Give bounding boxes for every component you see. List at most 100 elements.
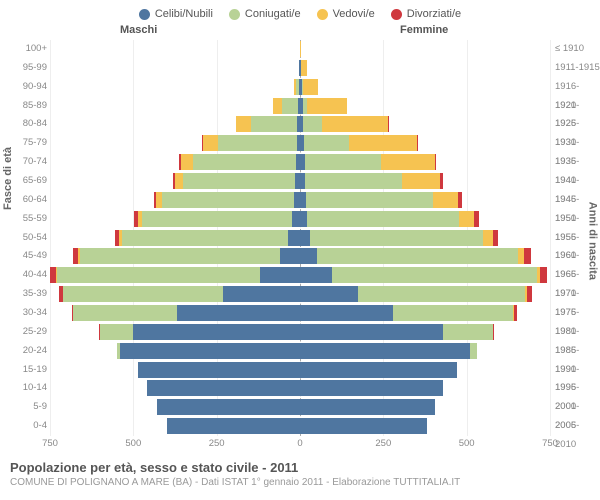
female-bar <box>300 116 389 132</box>
legend-item: Divorziati/e <box>391 8 461 20</box>
birth-label: 1931-1935 <box>555 134 600 153</box>
bar-segment <box>300 362 457 378</box>
age-label: 10-14 <box>2 379 47 398</box>
bar-segment <box>181 154 193 170</box>
birth-label: 1961-1965 <box>555 247 600 266</box>
bar-segment <box>435 154 437 170</box>
age-row <box>50 323 550 342</box>
age-label: 25-29 <box>2 323 47 342</box>
male-bar <box>157 399 300 415</box>
bar-segment <box>310 230 483 246</box>
age-label: 40-44 <box>2 266 47 285</box>
birth-label: 1911-1915 <box>555 59 600 78</box>
age-row <box>50 97 550 116</box>
age-label: 35-39 <box>2 285 47 304</box>
bar-segment <box>300 41 301 57</box>
female-bar <box>300 79 318 95</box>
bar-segment <box>304 135 349 151</box>
birth-label: 1921-1925 <box>555 97 600 116</box>
bar-segment <box>305 154 382 170</box>
bar-segment <box>332 267 537 283</box>
female-bar <box>300 98 347 114</box>
bar-segment <box>223 286 300 302</box>
bar-segment <box>358 286 525 302</box>
female-bar <box>300 343 477 359</box>
bar-segment <box>292 211 300 227</box>
male-bar <box>236 116 300 132</box>
male-bar <box>173 173 300 189</box>
bar-segment <box>381 154 434 170</box>
bar-segment <box>393 305 513 321</box>
age-label: 15-19 <box>2 361 47 380</box>
legend-item: Coniugati/e <box>229 8 301 20</box>
age-row <box>50 172 550 191</box>
legend-item: Celibi/Nubili <box>139 8 213 20</box>
male-bar <box>138 362 300 378</box>
bar-segment <box>177 305 300 321</box>
bar-segment <box>402 173 440 189</box>
female-bar <box>300 248 531 264</box>
age-label: 70-74 <box>2 153 47 172</box>
bar-segment <box>317 248 519 264</box>
birth-label: 1936-1940 <box>555 153 600 172</box>
bar-segment <box>349 135 417 151</box>
bar-segment <box>183 173 295 189</box>
birth-label: 2006-2010 <box>555 417 600 436</box>
age-row <box>50 59 550 78</box>
birth-label: 1986-1990 <box>555 342 600 361</box>
legend-swatch <box>317 9 328 20</box>
age-label: 45-49 <box>2 247 47 266</box>
gridline <box>550 40 551 436</box>
bar-segment <box>73 305 176 321</box>
bar-segment <box>203 135 218 151</box>
male-header: Maschi <box>120 24 157 36</box>
female-bar <box>300 230 498 246</box>
age-label: 60-64 <box>2 191 47 210</box>
female-bar <box>300 380 443 396</box>
age-label: 30-34 <box>2 304 47 323</box>
x-tick: 250 <box>375 438 391 449</box>
age-row <box>50 285 550 304</box>
bar-segment <box>167 418 300 434</box>
x-tick: 500 <box>125 438 141 449</box>
age-label: 90-94 <box>2 78 47 97</box>
female-bar <box>300 267 547 283</box>
legend-swatch <box>139 9 150 20</box>
age-label: 65-69 <box>2 172 47 191</box>
bar-segment <box>122 230 289 246</box>
legend: Celibi/Nubili Coniugati/e Vedovi/e Divorzia… <box>0 0 600 24</box>
birth-label: 2001-2005 <box>555 398 600 417</box>
bar-segment <box>303 116 321 132</box>
legend-label: Coniugati/e <box>245 8 301 20</box>
bar-segment <box>63 286 223 302</box>
legend-label: Divorziati/e <box>407 8 461 20</box>
x-tick: 500 <box>459 438 475 449</box>
age-row <box>50 134 550 153</box>
bar-segment <box>493 230 498 246</box>
female-header: Femmine <box>400 24 448 36</box>
bar-segment <box>514 305 517 321</box>
male-bar <box>147 380 300 396</box>
y-labels-right: ≤ 19101911-19151916-19201921-19251926-19… <box>555 40 600 436</box>
birth-label: 1946-1950 <box>555 191 600 210</box>
bar-segment <box>474 211 479 227</box>
female-bar <box>300 418 427 434</box>
bar-segment <box>300 324 443 340</box>
age-row <box>50 342 550 361</box>
female-bar <box>300 211 479 227</box>
bar-segment <box>300 380 443 396</box>
bar-rows <box>50 40 550 436</box>
bar-segment <box>307 98 347 114</box>
y-labels-left: 100+95-9990-9485-8980-8475-7970-7465-696… <box>2 40 47 436</box>
bar-segment <box>300 418 427 434</box>
female-bar <box>300 60 307 76</box>
female-bar <box>300 154 436 170</box>
bar-segment <box>100 324 133 340</box>
age-row <box>50 191 550 210</box>
female-bar <box>300 135 418 151</box>
male-bar <box>115 230 300 246</box>
bar-segment <box>147 380 300 396</box>
age-row <box>50 153 550 172</box>
chart-subtitle: COMUNE DI POLIGNANO A MARE (BA) - Dati I… <box>10 477 590 488</box>
legend-item: Vedovi/e <box>317 8 375 20</box>
